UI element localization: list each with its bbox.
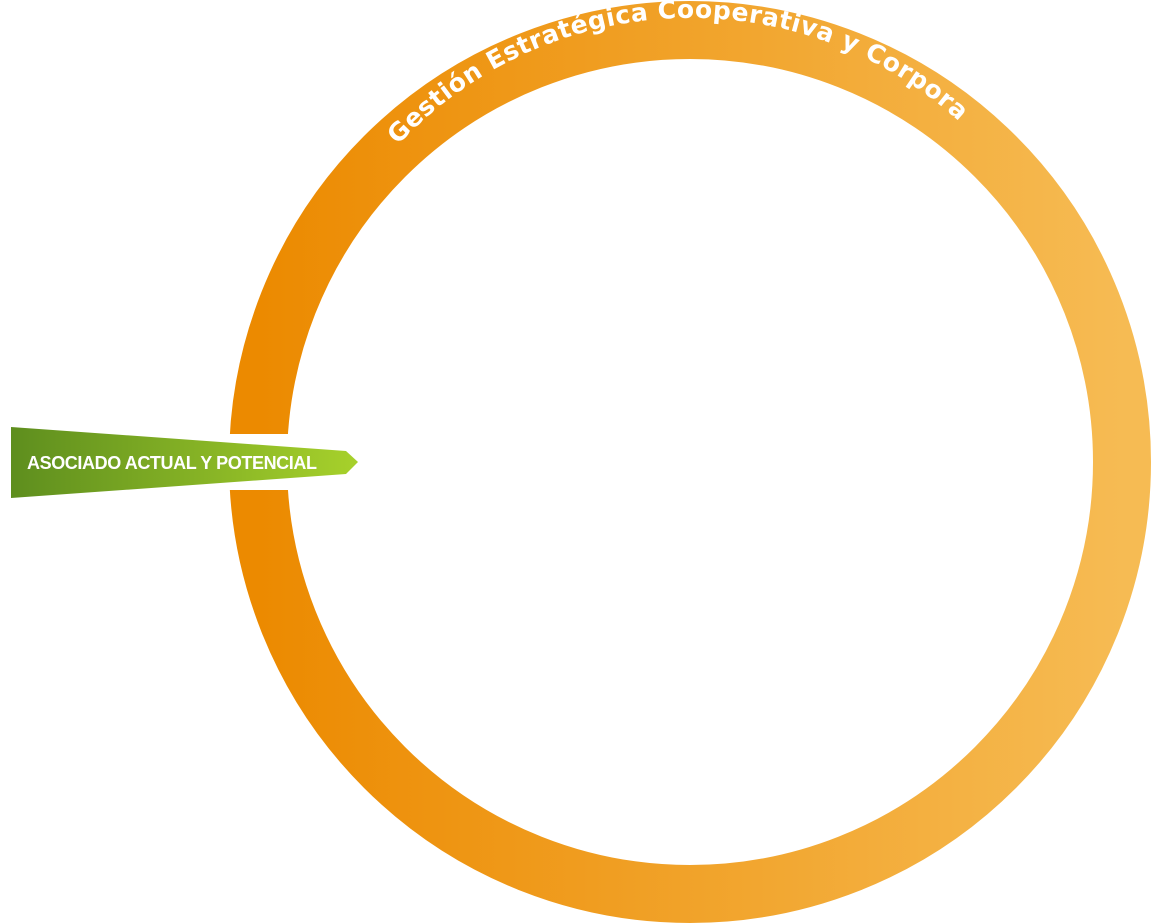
- member-arrow-shape: [11, 427, 358, 498]
- member-arrow: ASOCIADO ACTUAL Y POTENCIAL: [11, 427, 358, 498]
- strategy-ring: [229, 1, 1151, 923]
- member-arrow-label: ASOCIADO ACTUAL Y POTENCIAL: [27, 453, 317, 473]
